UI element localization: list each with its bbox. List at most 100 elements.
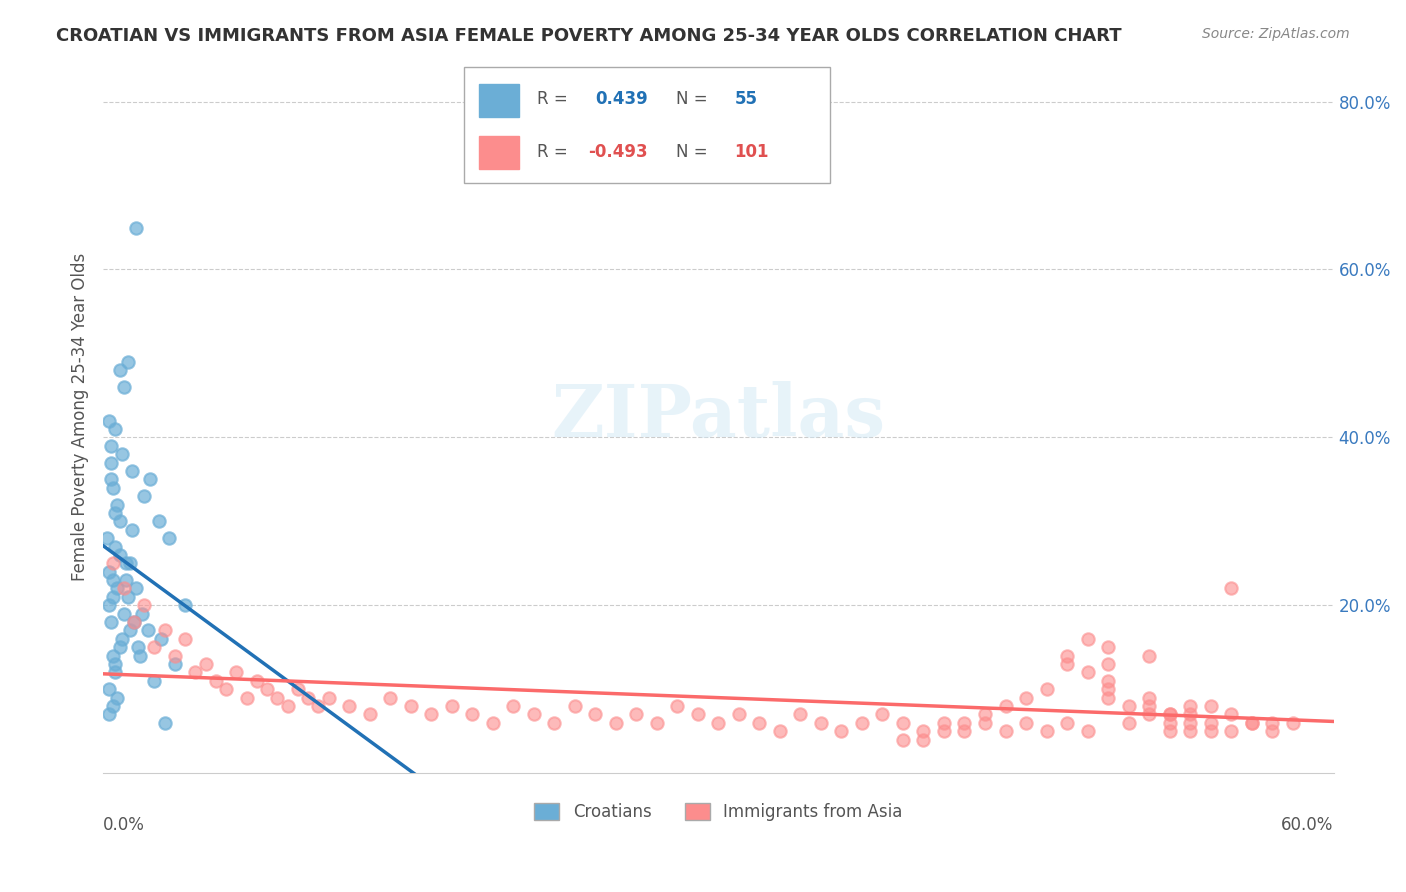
Point — [127, 640, 149, 655]
Point — [108, 363, 131, 377]
Text: R =: R = — [537, 143, 574, 161]
Point — [194, 657, 217, 671]
Point — [149, 632, 172, 646]
Point — [502, 699, 524, 714]
Point — [246, 673, 269, 688]
Point — [728, 707, 751, 722]
Point — [1240, 715, 1263, 730]
Point — [1137, 690, 1160, 705]
Point — [994, 699, 1017, 714]
Point — [107, 690, 129, 705]
Text: CROATIAN VS IMMIGRANTS FROM ASIA FEMALE POVERTY AMONG 25-34 YEAR OLDS CORRELATIO: CROATIAN VS IMMIGRANTS FROM ASIA FEMALE … — [56, 27, 1122, 45]
Point — [1097, 657, 1119, 671]
Point — [104, 422, 127, 436]
Point — [1035, 724, 1057, 739]
Point — [153, 715, 176, 730]
Point — [1056, 715, 1078, 730]
Point — [205, 673, 228, 688]
Point — [1281, 715, 1303, 730]
Point — [1076, 632, 1098, 646]
Point — [707, 715, 730, 730]
Point — [121, 464, 143, 478]
Point — [163, 657, 186, 671]
Point — [1220, 582, 1243, 596]
Point — [112, 582, 135, 596]
Point — [103, 648, 125, 663]
Point — [564, 699, 586, 714]
Point — [134, 599, 156, 613]
Point — [134, 489, 156, 503]
Point — [125, 582, 148, 596]
Point — [104, 540, 127, 554]
Point — [1199, 699, 1222, 714]
Point — [153, 624, 176, 638]
Point — [912, 732, 935, 747]
Point — [1056, 657, 1078, 671]
Text: ZIPatlas: ZIPatlas — [551, 381, 886, 452]
Point — [1199, 724, 1222, 739]
Point — [131, 607, 153, 621]
Point — [420, 707, 443, 722]
Point — [891, 715, 914, 730]
Point — [117, 355, 139, 369]
Point — [122, 615, 145, 629]
Point — [98, 682, 121, 697]
Point — [1056, 648, 1078, 663]
Point — [96, 531, 118, 545]
Point — [143, 673, 166, 688]
Point — [440, 699, 463, 714]
Point — [645, 715, 668, 730]
Text: N =: N = — [676, 90, 713, 108]
Point — [851, 715, 873, 730]
Point — [337, 699, 360, 714]
Text: 60.0%: 60.0% — [1281, 816, 1334, 834]
Point — [100, 439, 122, 453]
Point — [100, 472, 122, 486]
Point — [108, 548, 131, 562]
Point — [953, 715, 976, 730]
Point — [1118, 699, 1140, 714]
Point — [994, 724, 1017, 739]
Y-axis label: Female Poverty Among 25-34 Year Olds: Female Poverty Among 25-34 Year Olds — [72, 252, 89, 581]
Point — [1076, 724, 1098, 739]
Point — [117, 590, 139, 604]
Point — [112, 380, 135, 394]
Point — [1178, 724, 1201, 739]
Point — [605, 715, 627, 730]
Point — [297, 690, 319, 705]
Text: -0.493: -0.493 — [588, 143, 648, 161]
Point — [103, 481, 125, 495]
Point — [1137, 707, 1160, 722]
Point — [108, 514, 131, 528]
Point — [174, 599, 197, 613]
Point — [114, 557, 136, 571]
Point — [104, 657, 127, 671]
Point — [112, 607, 135, 621]
Point — [118, 557, 141, 571]
Point — [1118, 715, 1140, 730]
Point — [98, 599, 121, 613]
Point — [1159, 707, 1181, 722]
Point — [103, 573, 125, 587]
Point — [139, 472, 162, 486]
Point — [103, 699, 125, 714]
Point — [110, 447, 132, 461]
Point — [122, 615, 145, 629]
Point — [543, 715, 565, 730]
Point — [98, 707, 121, 722]
Point — [104, 665, 127, 680]
Point — [359, 707, 381, 722]
Point — [1178, 707, 1201, 722]
Point — [103, 557, 125, 571]
Point — [666, 699, 689, 714]
Point — [1159, 715, 1181, 730]
Point — [1097, 690, 1119, 705]
Point — [1035, 682, 1057, 697]
Point — [399, 699, 422, 714]
Point — [1097, 673, 1119, 688]
Point — [235, 690, 257, 705]
Point — [1178, 699, 1201, 714]
Point — [1220, 707, 1243, 722]
Point — [108, 640, 131, 655]
Point — [1015, 715, 1038, 730]
